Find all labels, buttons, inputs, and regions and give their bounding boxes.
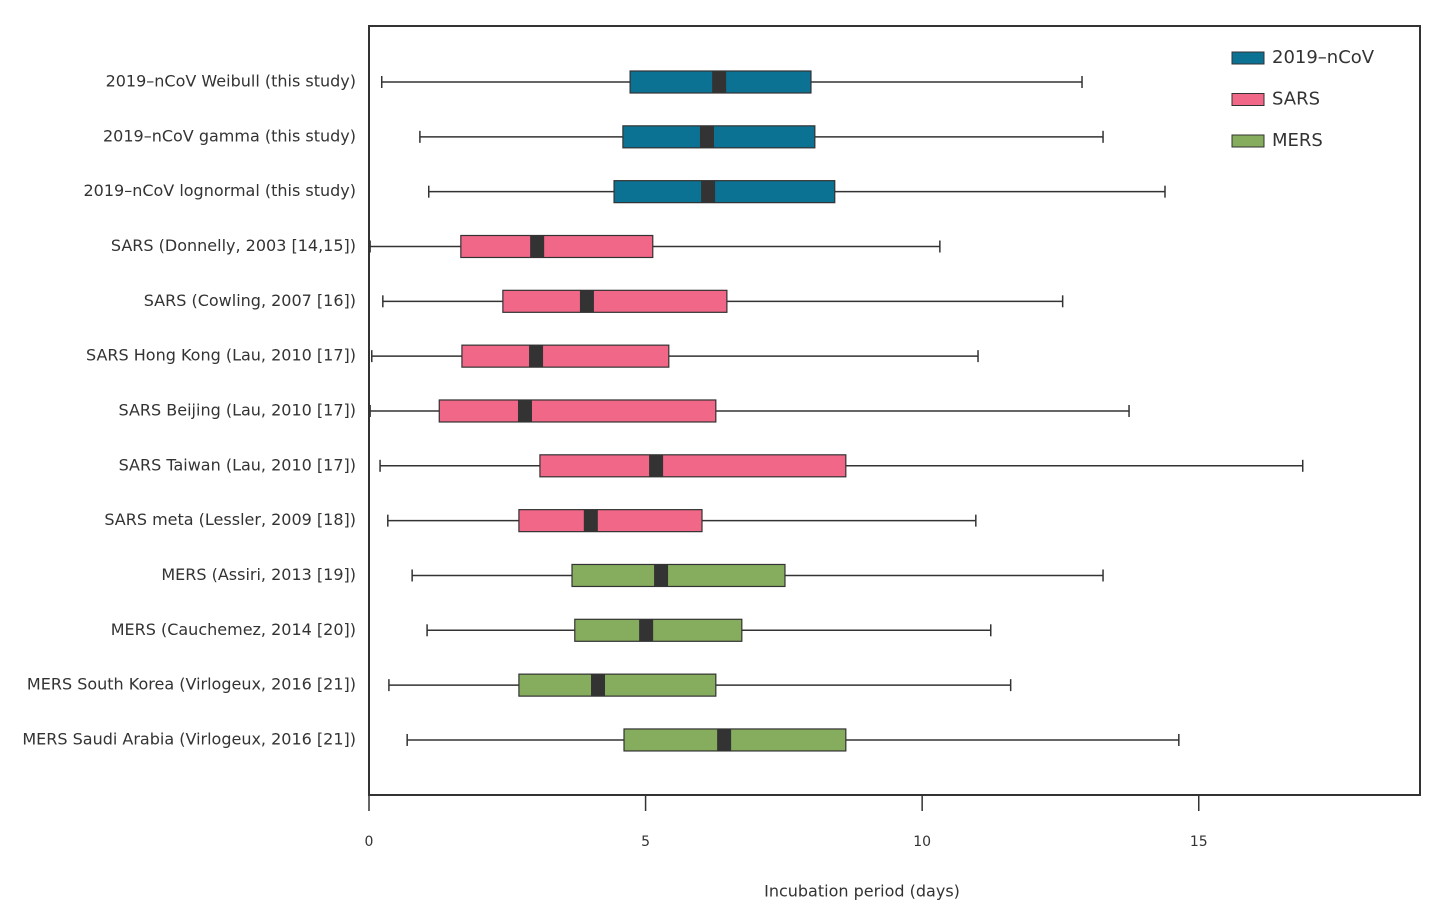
category-label: 2019–nCoV gamma (this study) [103,126,356,145]
category-label: MERS Saudi Arabia (Virlogeux, 2016 [21]) [22,729,356,748]
median [699,125,714,148]
box [518,509,703,533]
plot-frame [368,25,1421,796]
median [701,180,716,203]
x-axis-label: Incubation period (days) [764,882,960,901]
x-tick-label: 15 [1190,834,1208,850]
median [517,399,532,422]
median [639,619,654,642]
box [518,673,717,697]
box [613,180,836,204]
legend-label: MERS [1272,130,1323,151]
x-tick-label: 5 [641,834,650,850]
category-label: 2019–nCoV lognormal (this study) [83,181,356,200]
legend-label: SARS [1272,89,1320,110]
box [438,399,717,423]
category-label: 2019–nCoV Weibull (this study) [106,72,356,91]
box [502,289,728,313]
category-label: SARS Beijing (Lau, 2010 [17]) [119,400,356,419]
category-label: SARS Hong Kong (Lau, 2010 [17]) [86,346,356,365]
box [571,563,786,588]
median [579,290,594,313]
median [591,674,606,697]
median [583,509,598,532]
category-label: SARS meta (Lessler, 2009 [18]) [104,510,356,529]
x-tick-label: 0 [365,834,374,850]
category-label: SARS (Cowling, 2007 [16]) [144,291,356,310]
box [460,234,654,259]
x-tick-label: 10 [913,834,931,850]
box [622,125,816,149]
median [712,71,727,93]
median [717,728,732,751]
box [623,728,847,752]
category-label: MERS (Cauchemez, 2014 [20]) [111,620,356,639]
median [654,564,669,587]
category-label: MERS (Assiri, 2013 [19]) [161,565,356,584]
category-label: SARS (Donnelly, 2003 [14,15]) [111,236,356,255]
median [529,345,544,368]
median [530,235,545,258]
median [649,454,664,477]
legend-swatch [1231,134,1265,148]
legend-swatch [1231,93,1265,106]
legend-label: 2019–nCoV [1272,47,1375,68]
legend-swatch [1231,51,1265,65]
category-label: SARS Taiwan (Lau, 2010 [17]) [119,455,356,474]
box [461,344,670,368]
box [574,618,743,642]
box [539,454,847,478]
category-label: MERS South Korea (Virlogeux, 2016 [21]) [27,675,356,694]
